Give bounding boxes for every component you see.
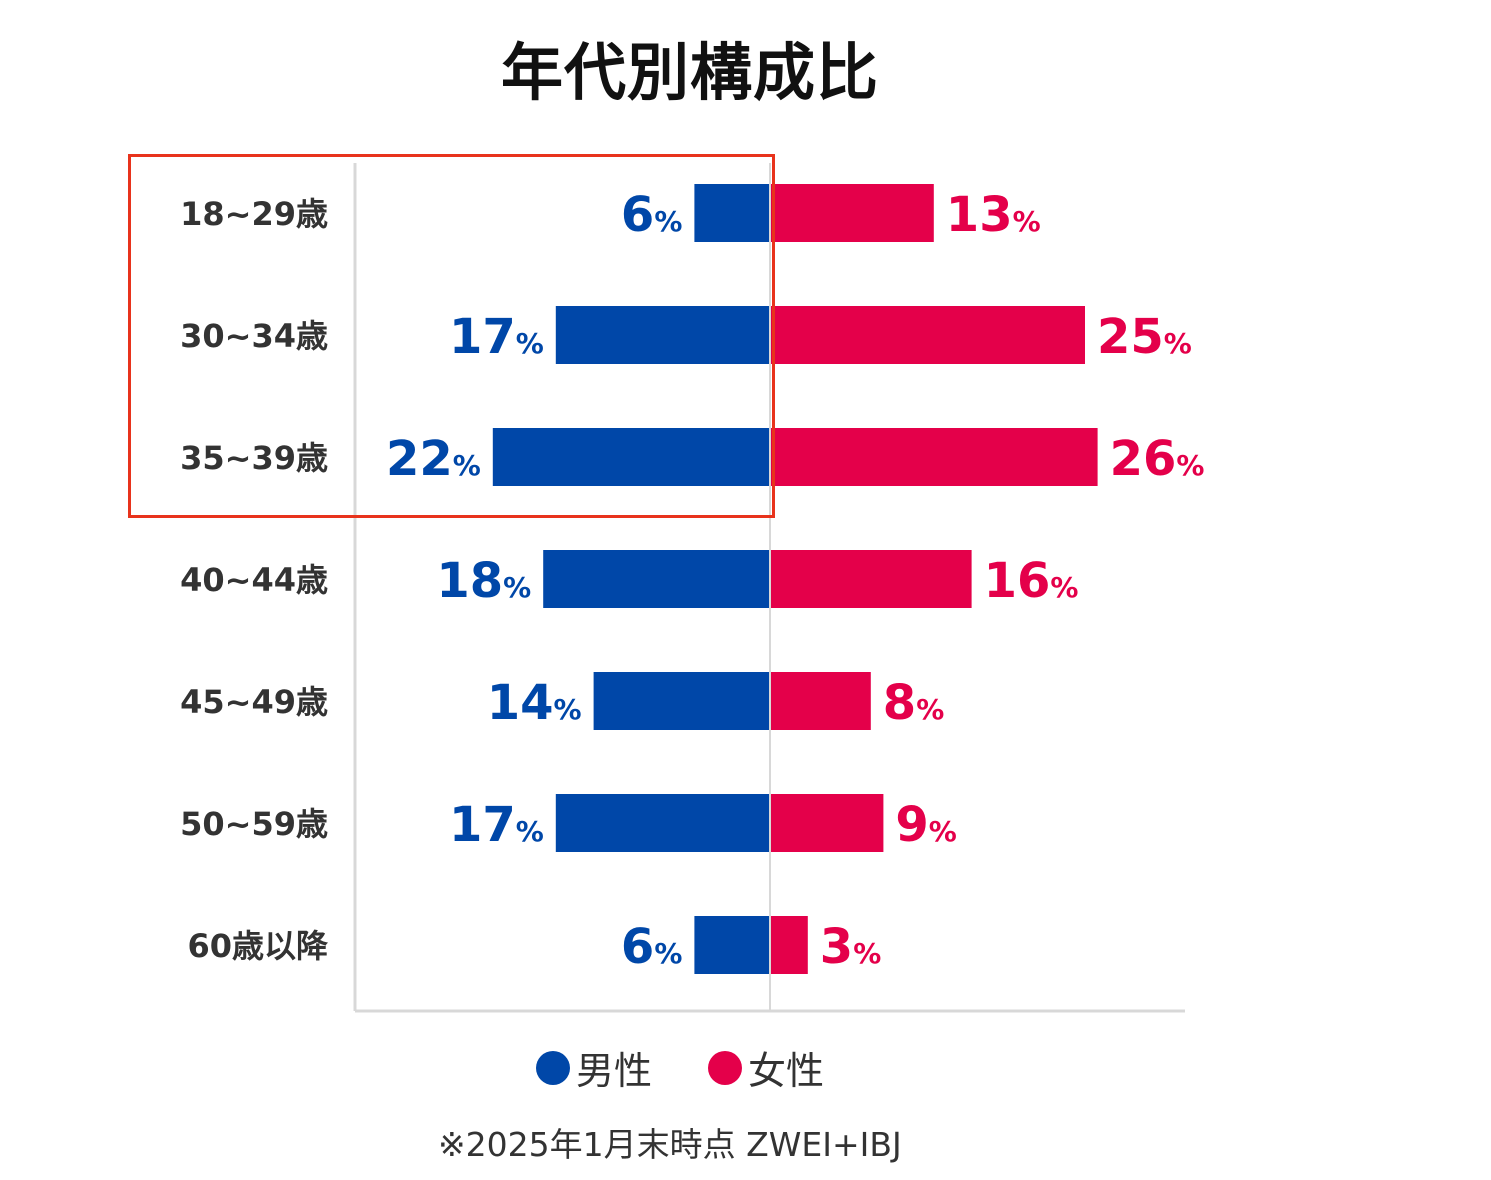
bar-female: [770, 428, 1098, 486]
data-label-female: 25%: [1097, 309, 1192, 365]
bar-female: [770, 184, 934, 242]
bar-male: [543, 550, 770, 608]
data-label-female: 26%: [1110, 431, 1205, 487]
bar-female: [770, 550, 972, 608]
bar-male: [694, 184, 770, 242]
legend: 男性 女性: [536, 1040, 880, 1095]
bar-male: [694, 916, 770, 974]
data-label-male: 22%: [386, 431, 481, 487]
data-label-male: 6%: [621, 919, 682, 975]
bar-female: [770, 306, 1085, 364]
data-label-male: 14%: [487, 675, 582, 731]
legend-item-female: 女性: [708, 1040, 824, 1095]
bar-female: [770, 672, 871, 730]
legend-item-male: 男性: [536, 1040, 652, 1095]
legend-dot-male: [536, 1050, 570, 1085]
category-label: 45~49歳: [180, 683, 328, 721]
source-note: ※2025年1月末時点 ZWEI+IBJ: [438, 1125, 902, 1164]
legend-label-female: 女性: [748, 1049, 825, 1093]
data-label-male: 18%: [436, 553, 531, 609]
category-label: 50~59歳: [180, 805, 328, 843]
bar-male: [555, 794, 770, 852]
category-label: 40~44歳: [180, 561, 328, 599]
data-label-male: 6%: [621, 187, 682, 243]
highlight-box: [128, 154, 775, 518]
bar-male: [593, 672, 770, 730]
bar-female: [770, 916, 808, 974]
data-label-male: 17%: [449, 797, 544, 853]
category-label: 18~29歳: [180, 195, 328, 233]
data-label-female: 3%: [820, 919, 881, 975]
data-label-female: 13%: [946, 187, 1041, 243]
legend-dot-female: [708, 1050, 743, 1085]
legend-label-male: 男性: [576, 1049, 653, 1093]
bar-female: [770, 794, 884, 852]
category-label: 60歳以降: [187, 927, 329, 965]
data-label-female: 9%: [895, 797, 956, 853]
category-label: 30~34歳: [180, 317, 328, 355]
data-label-female: 16%: [984, 553, 1079, 609]
bar-male: [492, 428, 770, 486]
data-label-female: 8%: [883, 675, 944, 731]
bar-male: [555, 306, 770, 364]
category-label: 35~39歳: [180, 439, 328, 477]
data-label-male: 17%: [449, 309, 544, 365]
chart-title: 年代別構成比: [500, 36, 879, 109]
